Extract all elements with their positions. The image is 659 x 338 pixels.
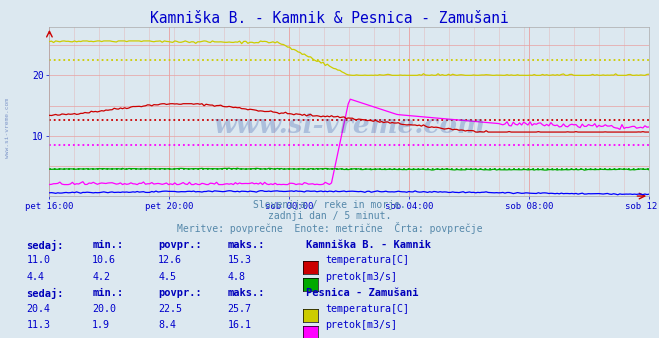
Text: Kamniška B. - Kamnik & Pesnica - Zamušani: Kamniška B. - Kamnik & Pesnica - Zamušan… xyxy=(150,11,509,26)
Text: maks.:: maks.: xyxy=(227,240,265,250)
Text: 4.2: 4.2 xyxy=(92,272,110,282)
Text: 12.6: 12.6 xyxy=(158,255,182,265)
Text: pretok[m3/s]: pretok[m3/s] xyxy=(325,320,397,331)
Text: www.si-vreme.com: www.si-vreme.com xyxy=(214,113,485,138)
Text: 4.8: 4.8 xyxy=(227,272,245,282)
Text: 16.1: 16.1 xyxy=(227,320,251,331)
Text: min.:: min.: xyxy=(92,288,123,298)
Text: temperatura[C]: temperatura[C] xyxy=(325,304,409,314)
Text: povpr.:: povpr.: xyxy=(158,240,202,250)
Text: 8.4: 8.4 xyxy=(158,320,176,331)
Text: Meritve: povprečne  Enote: metrične  Črta: povprečje: Meritve: povprečne Enote: metrične Črta:… xyxy=(177,222,482,235)
Text: 10.6: 10.6 xyxy=(92,255,116,265)
Text: sedaj:: sedaj: xyxy=(26,240,64,251)
Text: 15.3: 15.3 xyxy=(227,255,251,265)
Text: www.si-vreme.com: www.si-vreme.com xyxy=(5,98,11,159)
Text: temperatura[C]: temperatura[C] xyxy=(325,255,409,265)
Text: 22.5: 22.5 xyxy=(158,304,182,314)
Text: maks.:: maks.: xyxy=(227,288,265,298)
Text: zadnji dan / 5 minut.: zadnji dan / 5 minut. xyxy=(268,211,391,221)
Text: 20.0: 20.0 xyxy=(92,304,116,314)
Text: povpr.:: povpr.: xyxy=(158,288,202,298)
Text: 4.4: 4.4 xyxy=(26,272,44,282)
Text: min.:: min.: xyxy=(92,240,123,250)
Text: 11.3: 11.3 xyxy=(26,320,50,331)
Text: 25.7: 25.7 xyxy=(227,304,251,314)
Text: Slovenija / reke in morje.: Slovenija / reke in morje. xyxy=(253,200,406,210)
Text: sedaj:: sedaj: xyxy=(26,288,64,299)
Text: 11.0: 11.0 xyxy=(26,255,50,265)
Text: Kamniška B. - Kamnik: Kamniška B. - Kamnik xyxy=(306,240,432,250)
Text: 20.4: 20.4 xyxy=(26,304,50,314)
Text: 4.5: 4.5 xyxy=(158,272,176,282)
Text: 1.9: 1.9 xyxy=(92,320,110,331)
Text: pretok[m3/s]: pretok[m3/s] xyxy=(325,272,397,282)
Text: Pesnica - Zamušani: Pesnica - Zamušani xyxy=(306,288,419,298)
